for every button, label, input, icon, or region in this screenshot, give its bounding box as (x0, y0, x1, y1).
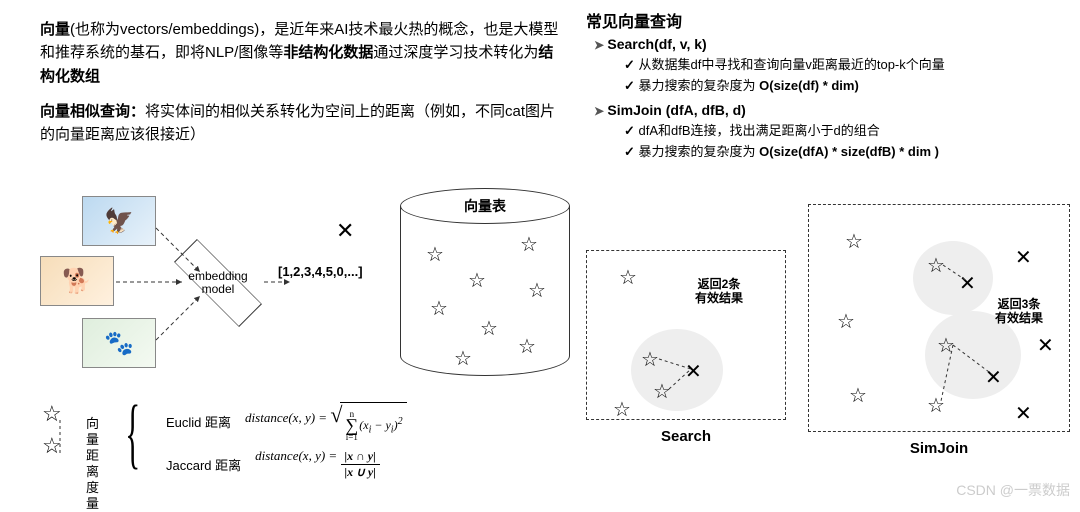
search-label: Search (587, 428, 785, 445)
right-column: 常见向量查询 Search(df, v, k) 从数据集df中寻找和查询向量v距… (586, 8, 1066, 168)
intro-paragraph-2: 向量相似查询：将实体间的相似关系转化为空间上的距离（例如，不同cat图片的向量距… (40, 100, 560, 147)
search-diagram: 返回2条 有效结果 ☆ ☆ ☆ ✕ ☆ Search (586, 250, 786, 420)
watermark: CSDN @一票数据 (956, 480, 1070, 500)
intro-paragraph-1: 向量(也称为vectors/embeddings)，是近年来AI技术最火热的概念… (40, 18, 560, 88)
euclid-row: Euclid 距离 distance(x, y) = n∑i=1 (xi − y… (166, 402, 407, 442)
jaccard-row: Jaccard 距离 distance(x, y) = |x ∩ y| |x ∪… (166, 448, 380, 480)
right-title: 常见向量查询 (586, 8, 1066, 32)
simjoin-lines (809, 205, 1071, 433)
simjoin-diagram: 返回3条 有效结果 ☆ ☆ ☆ ☆ ☆ ☆ ✕ ✕ ✕ ✕ ✕ SimJoin (808, 204, 1070, 432)
distance-metrics: ☆☆ 向量 距离 度量 { Euclid 距离 distance(x, y) =… (30, 398, 570, 498)
embedding-model-node: embedding model (172, 256, 264, 310)
metric-dash (52, 420, 68, 460)
simjoin-label: SimJoin (809, 440, 1069, 457)
left-column: 向量(也称为vectors/embeddings)，是近年来AI技术最火热的概念… (40, 18, 560, 152)
embedding-diagram: 🦅 🐕 🐾 embedding model [1,2,3,4,5,0,...] … (30, 188, 570, 408)
cross-icon: ✕ (336, 218, 354, 244)
vector-table-cylinder: 向量表 ☆ ☆ ☆ ☆ ☆ ☆ ☆ ☆ (400, 188, 570, 376)
search-item: Search(df, v, k) 从数据集df中寻找和查询向量v距离最近的top… (594, 36, 1066, 94)
metric-label: 向量 距离 度量 (86, 416, 102, 512)
search-lines (587, 251, 787, 421)
simjoin-item: SimJoin (dfA, dfB, d) dfA和dfB连接，找出满足距离小于… (594, 102, 1066, 160)
brace-icon: { (125, 394, 140, 472)
vector-array-text: [1,2,3,4,5,0,...] (278, 264, 363, 279)
query-list: Search(df, v, k) 从数据集df中寻找和查询向量v距离最近的top… (586, 36, 1066, 160)
term-vector: 向量 (40, 21, 70, 38)
